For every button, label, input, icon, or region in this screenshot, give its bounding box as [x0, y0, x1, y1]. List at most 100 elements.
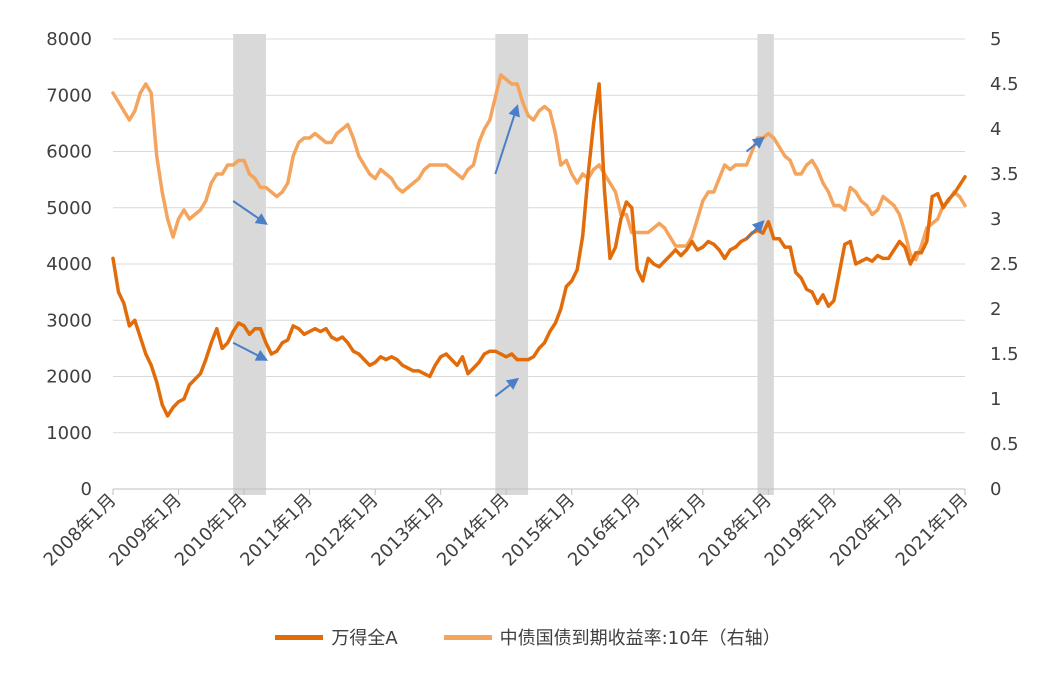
data-point: [794, 270, 798, 274]
data-point: [941, 206, 945, 210]
data-point: [242, 158, 246, 163]
data-point: [805, 163, 809, 167]
data-point: [810, 158, 814, 163]
data-point: [308, 136, 312, 140]
data-point: [395, 358, 399, 362]
y-left-tick-label: 1000: [46, 423, 92, 444]
data-point: [772, 136, 776, 140]
data-point: [444, 163, 448, 167]
data-point: [198, 372, 202, 376]
data-point: [247, 172, 252, 176]
data-point: [182, 397, 186, 401]
data-point: [559, 163, 563, 167]
data-point: [570, 279, 574, 283]
data-point: [515, 82, 519, 86]
annotation-arrow-4: [745, 136, 765, 153]
y-right-tick-label: 3.5: [990, 164, 1019, 185]
data-point: [859, 199, 863, 203]
data-point: [602, 189, 607, 193]
data-point: [936, 192, 940, 196]
data-point: [384, 172, 388, 176]
data-point: [936, 217, 940, 221]
data-point: [843, 208, 847, 212]
data-point: [925, 239, 929, 244]
data-point: [531, 118, 536, 122]
data-point: [805, 287, 809, 291]
y-left-tick-label: 8000: [46, 29, 92, 50]
data-point: [783, 245, 787, 249]
data-point: [608, 256, 612, 260]
data-point: [313, 327, 317, 331]
data-point: [428, 163, 432, 167]
data-point: [597, 82, 601, 86]
data-point: [613, 245, 618, 249]
data-point: [226, 341, 230, 345]
data-point: [510, 352, 514, 356]
data-point: [613, 190, 618, 194]
data-point: [269, 352, 273, 356]
data-point: [630, 206, 634, 210]
data-point: [237, 158, 241, 163]
data-point: [695, 248, 700, 252]
data-point: [302, 136, 306, 140]
data-point: [646, 256, 650, 260]
data-point: [357, 154, 361, 158]
data-point: [286, 338, 290, 342]
data-point: [723, 256, 727, 260]
data-point: [526, 358, 530, 362]
data-point: [264, 185, 268, 190]
data-point: [160, 403, 164, 407]
data-point: [149, 363, 153, 367]
data-point: [755, 136, 760, 140]
data-point: [493, 95, 497, 100]
data-point: [335, 131, 339, 136]
data-point: [952, 192, 956, 196]
data-point: [886, 199, 891, 203]
data-point: [712, 242, 716, 246]
data-point: [947, 197, 951, 201]
data-point: [919, 244, 923, 248]
data-point: [324, 140, 328, 145]
data-point: [761, 231, 765, 235]
data-point: [663, 259, 667, 263]
data-point: [766, 131, 771, 136]
data-point: [553, 131, 558, 136]
data-point: [635, 230, 639, 235]
data-point: [253, 176, 257, 181]
data-point: [433, 363, 437, 367]
data-point: [723, 163, 727, 167]
data-point: [799, 172, 803, 176]
data-point: [652, 226, 656, 230]
data-point: [679, 244, 683, 248]
data-point: [788, 245, 792, 249]
data-point: [832, 203, 836, 208]
data-point: [187, 383, 192, 387]
data-point: [133, 318, 137, 322]
y-left-tick-label: 5000: [46, 198, 92, 219]
data-point: [695, 217, 700, 221]
legend-item-bond-yield: 中债国债到期收益率:10年（右轴）: [443, 624, 781, 650]
data-point: [624, 200, 629, 204]
data-point: [111, 256, 115, 260]
data-point: [701, 199, 705, 203]
data-point: [739, 239, 743, 244]
data-point: [717, 248, 721, 252]
data-point: [220, 172, 224, 176]
data-point: [728, 167, 732, 172]
data-point: [297, 327, 301, 331]
data-point: [564, 158, 568, 163]
data-point: [166, 217, 170, 221]
data-point: [673, 248, 678, 252]
data-point: [138, 91, 142, 95]
data-point: [460, 355, 465, 359]
data-point: [477, 360, 481, 364]
data-point: [182, 208, 186, 212]
data-point: [422, 372, 426, 376]
data-point: [280, 190, 284, 194]
data-point: [444, 352, 448, 356]
data-point: [280, 341, 284, 345]
data-point: [865, 203, 869, 208]
y-right-tick-label: 5: [990, 29, 1001, 50]
data-point: [886, 256, 891, 260]
data-point: [160, 190, 164, 194]
